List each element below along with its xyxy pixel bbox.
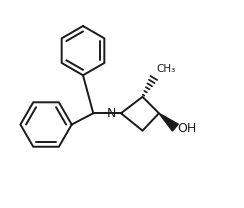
Text: CH₃: CH₃ (156, 64, 176, 74)
Text: N: N (106, 107, 116, 120)
Polygon shape (159, 113, 178, 131)
Text: OH: OH (177, 122, 197, 135)
